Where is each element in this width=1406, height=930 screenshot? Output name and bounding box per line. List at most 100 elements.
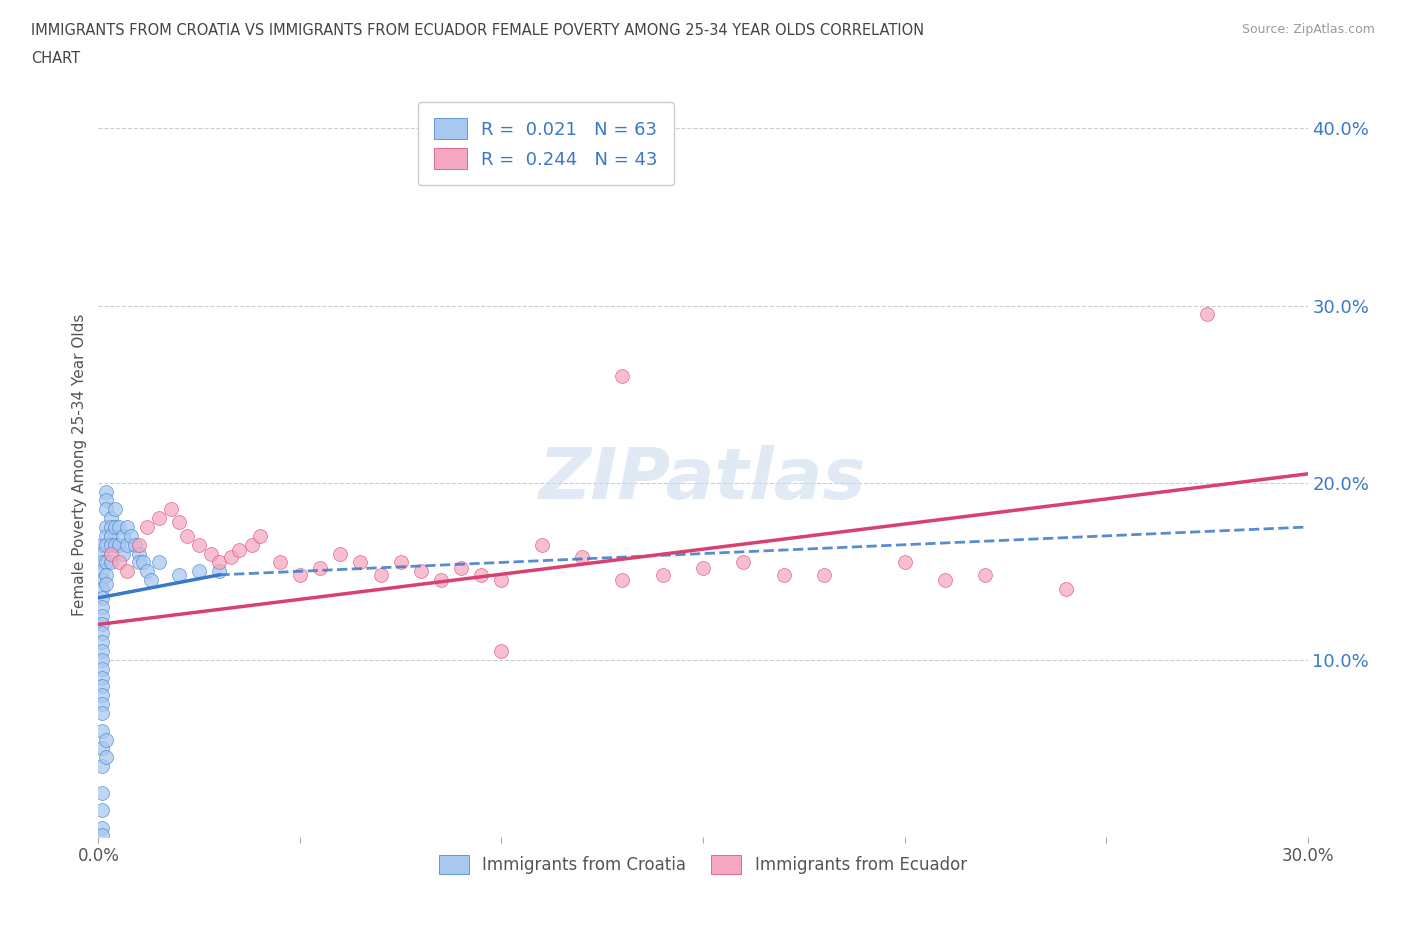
Point [91, 661, 114, 676]
Point [91, 634, 114, 649]
Point [128, 538, 150, 552]
Point [571, 550, 593, 565]
Point [96, 485, 118, 499]
Point [1054, 581, 1077, 596]
Point [409, 564, 432, 578]
Point [288, 567, 311, 582]
Legend: Immigrants from Croatia, Immigrants from Ecuador: Immigrants from Croatia, Immigrants from… [433, 848, 973, 881]
Point [91, 706, 114, 721]
Point [200, 546, 222, 561]
Point [91, 828, 114, 843]
Point [96, 750, 118, 764]
Point [91, 573, 114, 588]
Point [103, 520, 125, 535]
Point [309, 560, 332, 575]
Point [91, 644, 114, 658]
Point [91, 741, 114, 756]
Point [813, 567, 835, 582]
Point [91, 617, 114, 631]
Point [893, 555, 915, 570]
Point [124, 538, 146, 552]
Point [91, 546, 114, 561]
Point [107, 538, 129, 552]
Point [651, 567, 673, 582]
Point [135, 520, 157, 535]
Point [91, 608, 114, 623]
Point [91, 785, 114, 800]
Point [208, 555, 231, 570]
Point [111, 546, 134, 561]
Point [249, 528, 271, 543]
Point [100, 546, 122, 561]
Point [128, 546, 150, 561]
Point [188, 564, 211, 578]
Point [91, 820, 114, 835]
Point [91, 626, 114, 641]
Point [167, 567, 190, 582]
Point [208, 564, 231, 578]
Point [733, 555, 755, 570]
Point [100, 528, 122, 543]
Point [111, 528, 134, 543]
Text: ZIPatlas: ZIPatlas [540, 445, 866, 514]
Point [692, 560, 714, 575]
Point [103, 538, 125, 552]
Point [120, 528, 142, 543]
Point [96, 528, 118, 543]
Point [91, 564, 114, 578]
Point [96, 502, 118, 517]
Point [91, 759, 114, 774]
Point [91, 538, 114, 552]
Point [96, 577, 118, 591]
Point [139, 573, 162, 588]
Point [974, 567, 997, 582]
Point [389, 555, 412, 570]
Point [100, 520, 122, 535]
Point [100, 538, 122, 552]
Point [135, 564, 157, 578]
Point [91, 697, 114, 711]
Point [349, 555, 371, 570]
Point [91, 555, 114, 570]
Point [228, 542, 250, 557]
Point [91, 581, 114, 596]
Point [160, 502, 183, 517]
Point [103, 502, 125, 517]
Point [176, 528, 198, 543]
Point [100, 555, 122, 570]
Point [772, 567, 794, 582]
Point [128, 555, 150, 570]
Point [148, 511, 170, 525]
Point [188, 538, 211, 552]
Point [91, 679, 114, 694]
Point [96, 493, 118, 508]
Point [612, 369, 634, 384]
Point [221, 550, 243, 565]
Point [612, 573, 634, 588]
Text: Source: ZipAtlas.com: Source: ZipAtlas.com [1241, 23, 1375, 36]
Point [148, 555, 170, 570]
Point [96, 538, 118, 552]
Point [132, 555, 155, 570]
Point [470, 567, 492, 582]
Point [167, 514, 190, 529]
Point [96, 555, 118, 570]
Point [100, 511, 122, 525]
Point [269, 555, 291, 570]
Point [91, 671, 114, 685]
Point [91, 688, 114, 703]
Point [115, 564, 138, 578]
Point [530, 538, 553, 552]
Point [107, 555, 129, 570]
Point [1195, 307, 1218, 322]
Point [96, 567, 118, 582]
Point [370, 567, 392, 582]
Y-axis label: Female Poverty Among 25-34 Year Olds: Female Poverty Among 25-34 Year Olds [72, 313, 87, 617]
Point [91, 724, 114, 738]
Point [91, 591, 114, 605]
Point [329, 546, 352, 561]
Point [491, 573, 513, 588]
Text: CHART: CHART [31, 51, 80, 66]
Text: IMMIGRANTS FROM CROATIA VS IMMIGRANTS FROM ECUADOR FEMALE POVERTY AMONG 25-34 YE: IMMIGRANTS FROM CROATIA VS IMMIGRANTS FR… [31, 23, 924, 38]
Point [430, 573, 453, 588]
